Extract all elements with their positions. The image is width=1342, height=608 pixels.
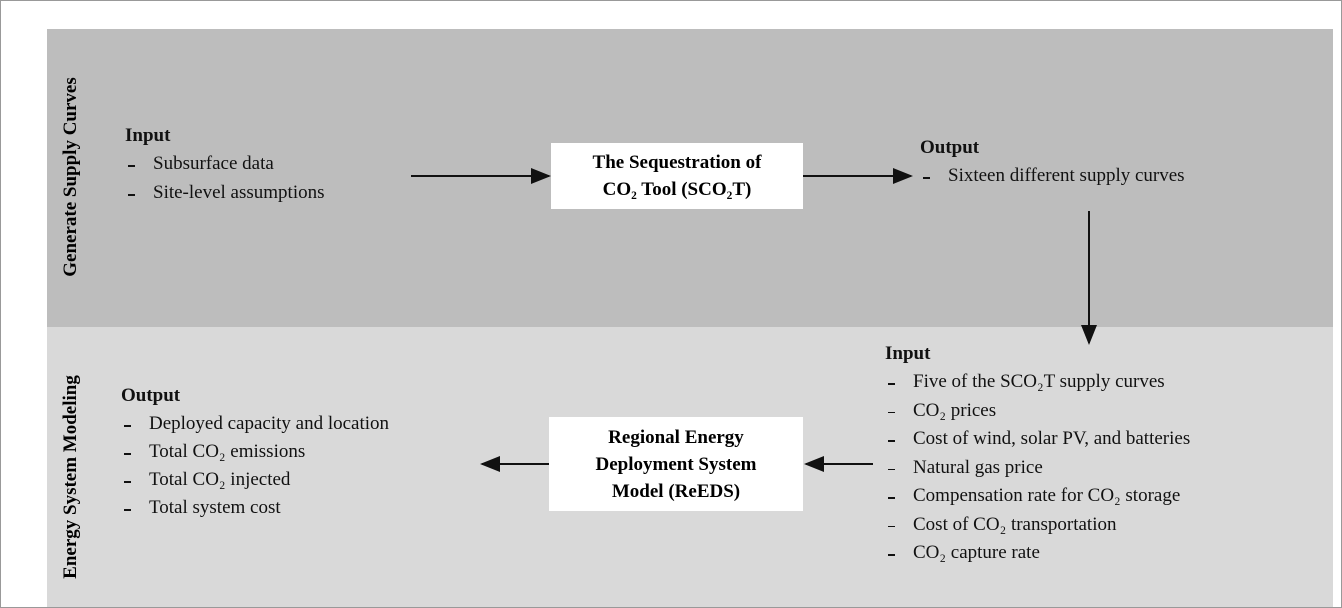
list-heading: Input xyxy=(885,343,931,364)
bullet xyxy=(888,383,895,385)
list-item: Total system cost xyxy=(149,497,281,518)
bullet xyxy=(124,453,131,455)
list-item: Five of the SCO₂T supply curves xyxy=(913,371,1165,392)
bullet xyxy=(923,177,930,179)
tool-line: CO₂ Tool (SCO₂T) xyxy=(602,179,752,200)
bullet xyxy=(124,509,131,511)
list-item: Site-level assumptions xyxy=(153,182,325,203)
bullet xyxy=(128,194,135,196)
list-item: Total CO₂ injected xyxy=(149,469,291,490)
bullet xyxy=(888,468,895,470)
tool-line: Deployment System xyxy=(595,453,757,475)
bullet xyxy=(888,440,895,442)
tool-line: Regional Energy xyxy=(608,426,744,448)
tool-box: Regional Energy Deployment System Model … xyxy=(549,417,803,511)
tool-line: The Sequestration of xyxy=(592,152,762,173)
list-item: Subsurface data xyxy=(153,153,274,174)
list-item: Cost of CO₂ transportation xyxy=(913,513,1117,535)
list-heading: Input xyxy=(125,125,171,146)
list-heading: Output xyxy=(920,137,980,158)
list-item: Deployed capacity and location xyxy=(149,413,390,434)
bullet xyxy=(888,411,895,413)
list-item: Sixteen different supply curves xyxy=(948,165,1185,186)
bullet xyxy=(128,165,135,167)
list-item: Cost of wind, solar PV, and batteries xyxy=(913,428,1191,449)
tool-box: The Sequestration of CO₂ Tool (SCO₂T) xyxy=(551,143,803,209)
list-item: Total CO₂ emissions xyxy=(149,441,306,462)
bullet xyxy=(888,525,895,527)
bullet xyxy=(124,425,131,427)
list-item: CO₂ prices xyxy=(913,399,997,421)
bullet xyxy=(888,554,895,556)
list-item: Compensation rate for CO₂ storage xyxy=(913,485,1181,506)
list-item: Natural gas price xyxy=(913,456,1043,478)
list-item: CO₂ capture rate xyxy=(913,542,1040,563)
tool-line: Model (ReEDS) xyxy=(611,480,741,502)
bullet xyxy=(124,481,131,483)
bullet xyxy=(888,497,895,499)
list-heading: Output xyxy=(121,385,181,406)
